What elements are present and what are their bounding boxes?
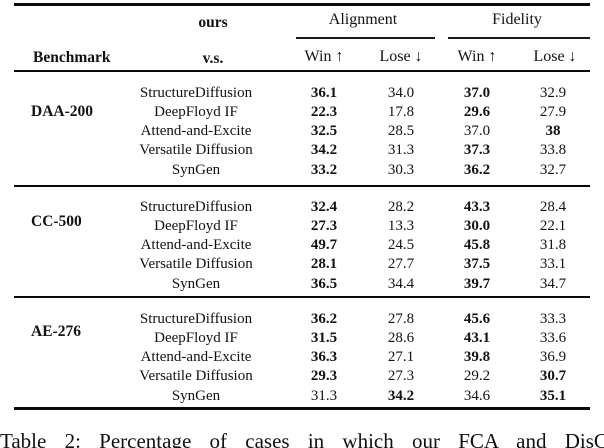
value-cell: 36.1 bbox=[310, 84, 338, 101]
value-cell: 32.4 bbox=[310, 198, 338, 215]
rule-bottom bbox=[14, 407, 590, 410]
col-header-benchmark: Benchmark bbox=[33, 49, 111, 66]
value-cell: 13.3 bbox=[387, 217, 415, 234]
model-cell: Attend-and-Excite bbox=[140, 237, 252, 253]
value-cell: 30.7 bbox=[539, 368, 567, 385]
model-cell: Attend-and-Excite bbox=[140, 349, 252, 365]
value-cell: 34.0 bbox=[387, 84, 415, 101]
value-cell: 36.2 bbox=[463, 161, 491, 178]
value-cell: 37.5 bbox=[463, 256, 491, 273]
model-cell: SynGen bbox=[171, 161, 221, 178]
rule-block-2 bbox=[14, 296, 590, 299]
value-cell: 33.2 bbox=[310, 161, 338, 178]
benchmark-label-cc-500: CC-500 bbox=[31, 213, 82, 230]
value-cell: 34.2 bbox=[310, 142, 338, 159]
value-cell: 32.9 bbox=[539, 84, 567, 101]
col-header-fidelity-win: Win ↑ bbox=[457, 48, 497, 65]
value-cell: 39.8 bbox=[463, 349, 491, 365]
value-cell: 32.7 bbox=[539, 161, 567, 178]
value-cell: 31.3 bbox=[387, 142, 415, 159]
value-cell: 28.4 bbox=[539, 198, 567, 215]
col-header-fidelity: Fidelity bbox=[492, 11, 542, 28]
value-cell: 33.1 bbox=[539, 256, 567, 273]
value-cell: 30.0 bbox=[463, 217, 491, 234]
value-cell: 27.1 bbox=[387, 349, 415, 365]
value-cell: 29.6 bbox=[463, 103, 491, 120]
value-cell: 32.5 bbox=[310, 123, 338, 139]
value-cell: 36.2 bbox=[310, 310, 338, 327]
model-cell: SynGen bbox=[171, 387, 221, 404]
model-cell: StructureDiffusion bbox=[139, 198, 253, 215]
alignment-underline bbox=[296, 37, 435, 39]
model-cell: StructureDiffusion bbox=[139, 84, 253, 101]
value-cell: 34.4 bbox=[387, 275, 415, 292]
col-header-vs: v.s. bbox=[202, 50, 224, 67]
value-cell: 45.6 bbox=[463, 310, 491, 327]
value-cell: 29.2 bbox=[463, 368, 491, 385]
value-cell: 28.6 bbox=[387, 329, 415, 346]
value-cell: 37.0 bbox=[463, 84, 491, 101]
value-cell: 31.5 bbox=[310, 329, 338, 346]
value-cell: 28.5 bbox=[387, 123, 415, 139]
rule-top bbox=[14, 3, 590, 6]
value-cell: 28.1 bbox=[310, 256, 338, 273]
value-cell: 24.5 bbox=[387, 237, 415, 253]
fidelity-underline bbox=[448, 37, 590, 39]
col-header-fidelity-lose: Lose ↓ bbox=[533, 48, 577, 65]
value-cell: 34.7 bbox=[539, 275, 567, 292]
model-cell: DeepFloyd IF bbox=[154, 329, 238, 346]
value-cell: 43.3 bbox=[463, 198, 491, 215]
value-cell: 36.5 bbox=[310, 275, 338, 292]
benchmark-label-daa-200: DAA-200 bbox=[31, 103, 93, 120]
col-header-align-lose: Lose ↓ bbox=[379, 48, 423, 65]
benchmark-label-ae-276: AE-276 bbox=[31, 323, 81, 340]
rule-header-bottom bbox=[14, 70, 590, 73]
value-cell: 34.2 bbox=[387, 387, 415, 404]
value-cell: 39.7 bbox=[463, 275, 491, 292]
value-cell: 27.9 bbox=[539, 103, 567, 120]
value-cell: 30.3 bbox=[387, 161, 415, 178]
value-cell: 31.8 bbox=[539, 237, 567, 253]
value-cell: 33.8 bbox=[539, 142, 567, 159]
value-cell: 22.1 bbox=[539, 217, 567, 234]
value-cell: 37.0 bbox=[463, 123, 491, 139]
value-cell: 33.6 bbox=[539, 329, 567, 346]
value-cell: 27.8 bbox=[387, 310, 415, 327]
value-cell: 27.3 bbox=[387, 368, 415, 385]
model-cell: Versatile Diffusion bbox=[139, 256, 253, 273]
value-cell: 34.6 bbox=[463, 387, 491, 404]
model-cell: SynGen bbox=[171, 275, 221, 292]
value-cell: 35.1 bbox=[539, 387, 567, 404]
col-header-ours: ours bbox=[198, 14, 228, 31]
value-cell: 22.3 bbox=[310, 103, 338, 120]
value-cell: 27.7 bbox=[387, 256, 415, 273]
model-cell: DeepFloyd IF bbox=[154, 103, 238, 120]
model-cell: Attend-and-Excite bbox=[140, 123, 252, 139]
value-cell: 49.7 bbox=[310, 237, 338, 253]
value-cell: 33.3 bbox=[539, 310, 567, 327]
value-cell: 29.3 bbox=[310, 368, 338, 385]
value-cell: 36.9 bbox=[539, 349, 567, 365]
model-cell: DeepFloyd IF bbox=[154, 217, 238, 234]
value-cell: 27.3 bbox=[310, 217, 338, 234]
value-cell: 36.3 bbox=[310, 349, 338, 365]
table-caption: Table 2: Percentage of cases in which ou… bbox=[0, 429, 604, 448]
value-cell: 37.3 bbox=[463, 142, 491, 159]
model-cell: Versatile Diffusion bbox=[139, 142, 253, 159]
model-cell: Versatile Diffusion bbox=[139, 368, 253, 385]
value-cell: 38 bbox=[545, 123, 561, 139]
value-cell: 17.8 bbox=[387, 103, 415, 120]
value-cell: 31.3 bbox=[310, 387, 338, 404]
rule-block-1 bbox=[14, 185, 590, 188]
value-cell: 43.1 bbox=[463, 329, 491, 346]
model-cell: StructureDiffusion bbox=[139, 310, 253, 327]
col-header-alignment: Alignment bbox=[328, 11, 398, 28]
col-header-align-win: Win ↑ bbox=[304, 48, 344, 65]
value-cell: 45.8 bbox=[463, 237, 491, 253]
value-cell: 28.2 bbox=[387, 198, 415, 215]
